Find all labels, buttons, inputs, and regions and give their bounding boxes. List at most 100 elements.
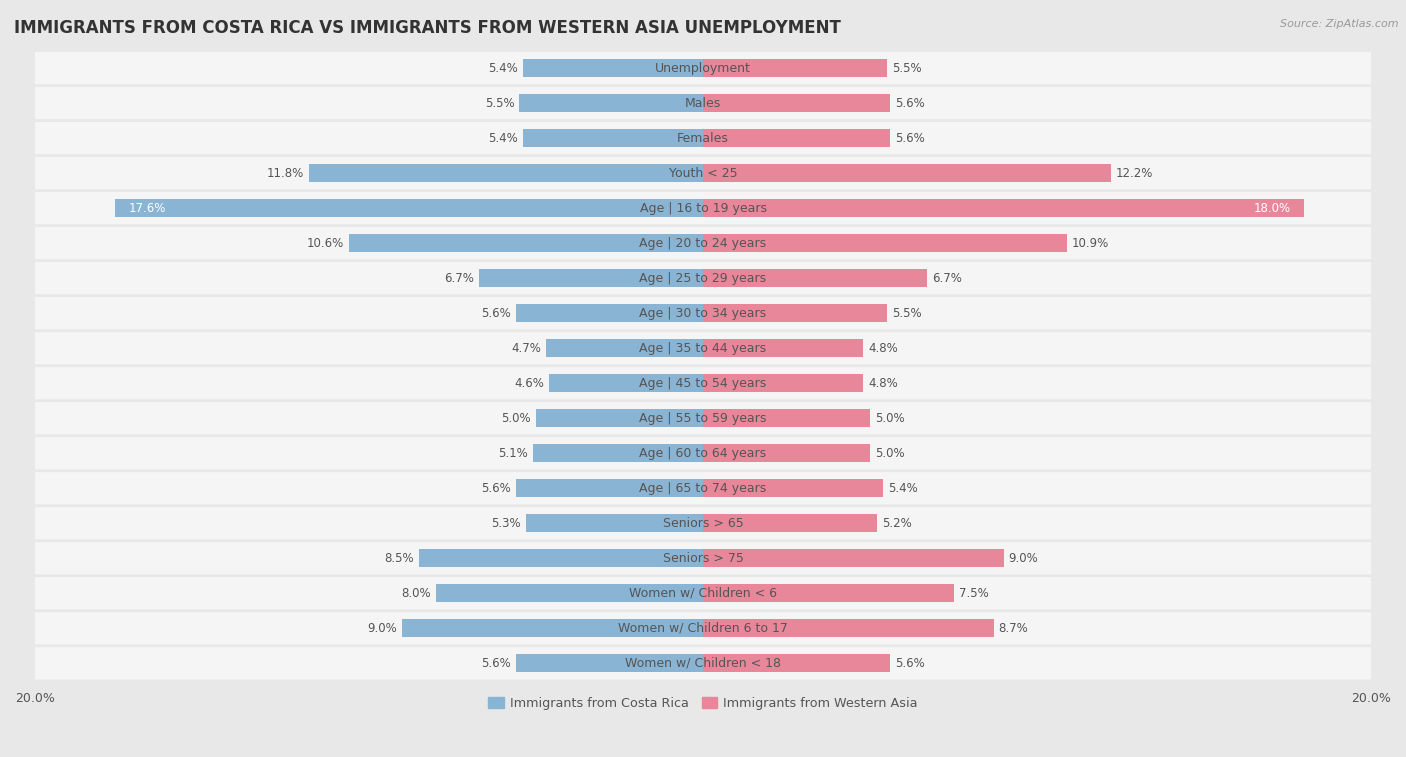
Bar — [703, 654, 890, 672]
FancyBboxPatch shape — [35, 647, 1371, 679]
FancyBboxPatch shape — [35, 297, 1371, 329]
Text: 5.0%: 5.0% — [502, 412, 531, 425]
Text: 4.8%: 4.8% — [869, 377, 898, 390]
Bar — [533, 444, 703, 463]
Bar — [703, 129, 890, 147]
Text: 4.6%: 4.6% — [515, 377, 544, 390]
Bar — [519, 94, 703, 112]
FancyBboxPatch shape — [35, 542, 1371, 575]
Text: 5.4%: 5.4% — [488, 61, 517, 74]
Text: 5.6%: 5.6% — [896, 132, 925, 145]
Text: 5.5%: 5.5% — [485, 97, 515, 110]
Bar — [703, 479, 883, 497]
Text: 5.1%: 5.1% — [498, 447, 527, 459]
FancyBboxPatch shape — [35, 612, 1371, 644]
Text: 8.0%: 8.0% — [401, 587, 430, 600]
Bar — [703, 584, 953, 603]
FancyBboxPatch shape — [35, 262, 1371, 294]
Text: 5.4%: 5.4% — [889, 481, 918, 495]
Bar — [703, 269, 927, 287]
Bar — [436, 584, 703, 603]
Text: 10.9%: 10.9% — [1073, 237, 1109, 250]
Text: Age | 16 to 19 years: Age | 16 to 19 years — [640, 201, 766, 214]
Text: Age | 60 to 64 years: Age | 60 to 64 years — [640, 447, 766, 459]
Bar — [703, 514, 877, 532]
FancyBboxPatch shape — [35, 192, 1371, 224]
FancyBboxPatch shape — [35, 227, 1371, 259]
Text: Seniors > 65: Seniors > 65 — [662, 517, 744, 530]
Text: 12.2%: 12.2% — [1115, 167, 1153, 179]
Bar — [703, 409, 870, 427]
Text: 5.6%: 5.6% — [481, 657, 510, 670]
Text: Source: ZipAtlas.com: Source: ZipAtlas.com — [1281, 19, 1399, 29]
Text: Age | 65 to 74 years: Age | 65 to 74 years — [640, 481, 766, 495]
FancyBboxPatch shape — [35, 472, 1371, 504]
Text: Age | 25 to 29 years: Age | 25 to 29 years — [640, 272, 766, 285]
FancyBboxPatch shape — [35, 437, 1371, 469]
Legend: Immigrants from Costa Rica, Immigrants from Western Asia: Immigrants from Costa Rica, Immigrants f… — [484, 692, 922, 715]
Text: 5.6%: 5.6% — [481, 481, 510, 495]
Text: Age | 30 to 34 years: Age | 30 to 34 years — [640, 307, 766, 319]
Text: Age | 45 to 54 years: Age | 45 to 54 years — [640, 377, 766, 390]
Text: Females: Females — [678, 132, 728, 145]
Bar — [703, 549, 1004, 567]
FancyBboxPatch shape — [35, 157, 1371, 189]
Text: 4.8%: 4.8% — [869, 341, 898, 355]
Bar — [536, 409, 703, 427]
Text: 5.6%: 5.6% — [896, 657, 925, 670]
Text: IMMIGRANTS FROM COSTA RICA VS IMMIGRANTS FROM WESTERN ASIA UNEMPLOYMENT: IMMIGRANTS FROM COSTA RICA VS IMMIGRANTS… — [14, 19, 841, 37]
Text: Age | 55 to 59 years: Age | 55 to 59 years — [640, 412, 766, 425]
FancyBboxPatch shape — [35, 332, 1371, 364]
Bar — [703, 234, 1067, 252]
Bar — [523, 129, 703, 147]
FancyBboxPatch shape — [35, 507, 1371, 539]
Bar — [703, 59, 887, 77]
Text: 5.5%: 5.5% — [891, 61, 921, 74]
FancyBboxPatch shape — [35, 122, 1371, 154]
Text: Age | 35 to 44 years: Age | 35 to 44 years — [640, 341, 766, 355]
Text: 6.7%: 6.7% — [932, 272, 962, 285]
Text: 17.6%: 17.6% — [128, 201, 166, 214]
Bar — [516, 654, 703, 672]
Text: 4.7%: 4.7% — [512, 341, 541, 355]
FancyBboxPatch shape — [35, 87, 1371, 119]
Bar — [526, 514, 703, 532]
FancyBboxPatch shape — [35, 52, 1371, 84]
Bar — [703, 94, 890, 112]
Text: Youth < 25: Youth < 25 — [669, 167, 737, 179]
Text: 8.5%: 8.5% — [384, 552, 413, 565]
Text: 11.8%: 11.8% — [267, 167, 304, 179]
Text: 5.3%: 5.3% — [491, 517, 522, 530]
Bar — [550, 374, 703, 392]
Bar — [703, 374, 863, 392]
Bar — [703, 339, 863, 357]
Text: 6.7%: 6.7% — [444, 272, 474, 285]
Bar — [419, 549, 703, 567]
Text: Women w/ Children 6 to 17: Women w/ Children 6 to 17 — [619, 621, 787, 635]
Bar — [546, 339, 703, 357]
Bar — [703, 619, 994, 637]
Bar — [309, 164, 703, 182]
Text: 5.2%: 5.2% — [882, 517, 911, 530]
Text: 5.6%: 5.6% — [481, 307, 510, 319]
Text: 5.0%: 5.0% — [875, 447, 904, 459]
FancyBboxPatch shape — [35, 577, 1371, 609]
Text: Women w/ Children < 18: Women w/ Children < 18 — [626, 657, 780, 670]
Text: 9.0%: 9.0% — [1008, 552, 1039, 565]
Bar — [516, 479, 703, 497]
Text: 5.6%: 5.6% — [896, 97, 925, 110]
FancyBboxPatch shape — [35, 402, 1371, 435]
Bar — [479, 269, 703, 287]
Text: 5.5%: 5.5% — [891, 307, 921, 319]
Text: 5.0%: 5.0% — [875, 412, 904, 425]
Text: Age | 20 to 24 years: Age | 20 to 24 years — [640, 237, 766, 250]
Text: Males: Males — [685, 97, 721, 110]
Bar — [703, 164, 1111, 182]
Bar — [703, 304, 887, 322]
Bar — [402, 619, 703, 637]
FancyBboxPatch shape — [35, 367, 1371, 399]
Text: Seniors > 75: Seniors > 75 — [662, 552, 744, 565]
Bar — [523, 59, 703, 77]
Bar — [115, 199, 703, 217]
Text: 7.5%: 7.5% — [959, 587, 988, 600]
